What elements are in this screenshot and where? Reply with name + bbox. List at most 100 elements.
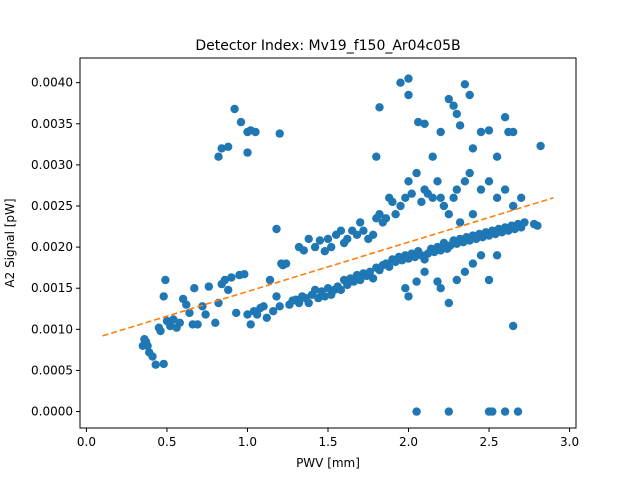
data-point (404, 177, 413, 186)
data-point (500, 185, 510, 194)
data-point (460, 177, 470, 186)
data-point (304, 298, 313, 308)
data-point (352, 230, 362, 239)
data-point (201, 310, 210, 319)
data-point (396, 78, 405, 87)
data-point (404, 74, 413, 83)
x-tick-label: 0.0 (77, 435, 96, 449)
chart-title: Detector Index: Mv19_f150_Ar04c05B (195, 38, 460, 54)
fit-line (102, 197, 554, 337)
y-tick-label: 0.0015 (31, 281, 73, 295)
y-axis-label: A2 Signal [pW] (3, 198, 17, 287)
data-point (224, 142, 233, 151)
data-point (455, 218, 465, 227)
y-tick-label: 0.0035 (31, 117, 73, 131)
data-point (372, 152, 381, 161)
data-point (444, 94, 453, 104)
x-tick-label: 1.5 (318, 435, 337, 449)
data-point (349, 277, 358, 286)
data-point (151, 360, 160, 369)
data-point (232, 308, 241, 318)
data-point (265, 275, 275, 285)
data-point (452, 185, 461, 194)
data-point (388, 197, 397, 207)
data-point (277, 259, 286, 268)
data-point (275, 129, 284, 138)
data-point (468, 259, 478, 268)
y-tick-label: 0.0040 (31, 76, 73, 90)
data-point (536, 141, 545, 151)
data-point (375, 210, 384, 219)
data-point (385, 262, 394, 271)
data-point (452, 109, 461, 119)
data-point (243, 148, 252, 157)
data-point (161, 275, 170, 285)
data-point (236, 117, 246, 127)
data-point (488, 407, 497, 416)
x-tick-label: 2.0 (399, 435, 418, 449)
data-point (275, 302, 284, 311)
data-point (299, 246, 308, 255)
x-tick-label: 1.0 (238, 435, 257, 449)
data-point (476, 127, 486, 137)
data-point (533, 221, 542, 230)
data-point (252, 310, 262, 319)
data-point (185, 308, 194, 318)
data-point (468, 144, 478, 153)
data-point (465, 168, 474, 178)
data-point (436, 127, 445, 137)
data-point (356, 275, 365, 285)
data-point (414, 117, 423, 127)
data-point (401, 284, 410, 293)
data-point (433, 177, 442, 186)
data-point (365, 267, 375, 276)
data-point (439, 201, 449, 211)
data-point (500, 113, 510, 122)
data-point (396, 201, 405, 211)
data-point (204, 282, 213, 291)
data-point (444, 298, 453, 308)
data-point (420, 119, 429, 128)
data-point (240, 270, 249, 279)
data-point (159, 359, 168, 369)
data-point (492, 152, 502, 161)
data-point (375, 103, 384, 112)
x-tick-label: 2.5 (479, 435, 498, 449)
data-point (368, 230, 378, 239)
data-point (227, 273, 236, 282)
data-point (243, 310, 252, 319)
data-point (294, 298, 304, 308)
y-tick-label: 0.0005 (31, 363, 73, 377)
data-point (230, 104, 239, 114)
data-point (433, 277, 442, 286)
data-point (404, 90, 413, 100)
x-axis-label: PWV [mm] (296, 456, 360, 470)
data-point (492, 251, 502, 260)
data-point (449, 101, 458, 110)
data-point (269, 307, 278, 316)
y-tick-label: 0.0010 (31, 322, 73, 336)
data-point (169, 315, 178, 324)
data-point (327, 242, 336, 252)
data-point (436, 246, 445, 255)
data-point (310, 242, 320, 252)
data-point (320, 292, 329, 301)
data-point (198, 302, 207, 311)
data-point (148, 352, 157, 361)
data-point (420, 267, 429, 276)
data-point (220, 275, 230, 285)
data-points (138, 74, 545, 416)
data-point (193, 320, 202, 329)
data-point (310, 285, 320, 295)
data-point (517, 193, 526, 202)
data-point (401, 193, 410, 202)
data-point (190, 284, 199, 293)
data-point (417, 197, 426, 207)
data-point (412, 407, 421, 416)
data-point (323, 284, 333, 293)
data-point (428, 193, 437, 202)
data-point (436, 284, 445, 293)
data-point (449, 193, 458, 202)
data-point (484, 177, 494, 186)
